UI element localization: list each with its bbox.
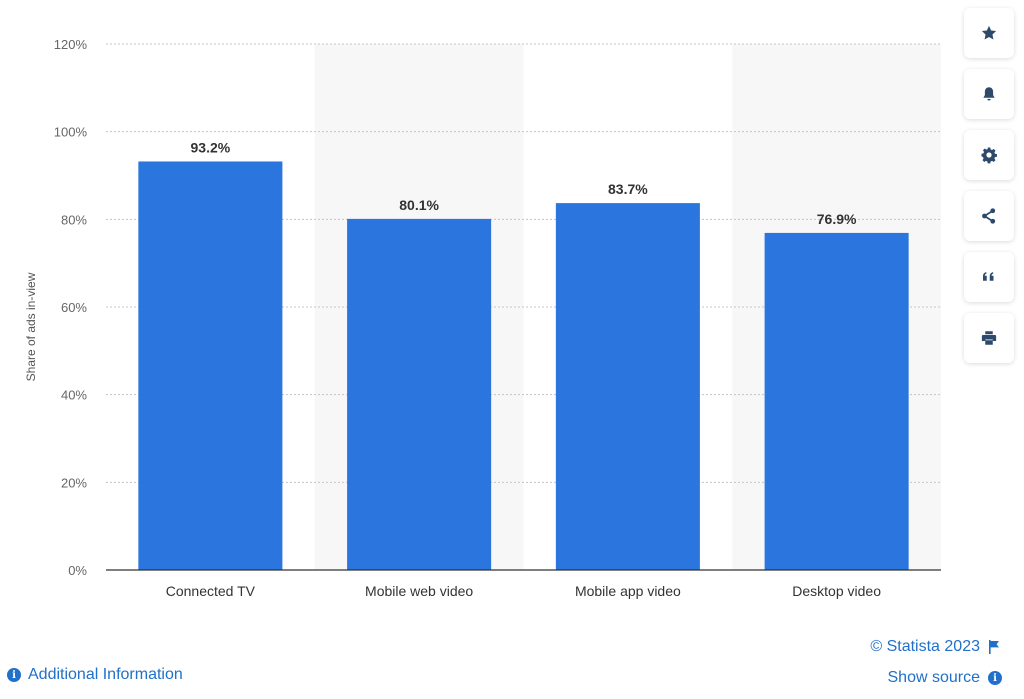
cite-button[interactable] xyxy=(964,252,1014,302)
bell-icon xyxy=(983,87,995,101)
share-button[interactable] xyxy=(964,191,1014,241)
bar[interactable] xyxy=(764,232,909,570)
y-tick-label: 0% xyxy=(68,563,87,578)
copyright-text: © Statista 2023 xyxy=(870,638,980,655)
bar[interactable] xyxy=(138,161,283,570)
gear-icon xyxy=(981,147,997,164)
bar-chart: 0% 20% 40% 60% 80% 100% 120% 93.2% 80.1% 83.7% 76… xyxy=(24,37,941,599)
data-label: 80.1% xyxy=(399,197,439,213)
additional-information-label: Additional Information xyxy=(28,666,183,683)
info-icon: i xyxy=(7,668,21,682)
share-icon xyxy=(982,208,996,224)
additional-information-link[interactable]: i Additional Information xyxy=(7,666,183,684)
bar[interactable] xyxy=(347,218,492,570)
y-tick-label: 20% xyxy=(61,475,87,490)
show-source-link[interactable]: Show source i xyxy=(887,669,1002,687)
bar[interactable] xyxy=(555,203,700,571)
y-tick-label: 80% xyxy=(61,212,87,227)
quote-icon xyxy=(983,272,994,281)
flag-icon[interactable] xyxy=(988,640,1000,654)
y-tick-label: 120% xyxy=(54,37,88,52)
data-label: 76.9% xyxy=(817,211,857,227)
x-category-label: Mobile web video xyxy=(365,583,473,599)
data-label: 83.7% xyxy=(608,181,648,197)
notification-button[interactable] xyxy=(964,69,1014,119)
y-tick-label: 60% xyxy=(61,300,87,315)
favorite-button[interactable] xyxy=(964,8,1014,58)
settings-button[interactable] xyxy=(964,130,1014,180)
y-tick-label: 40% xyxy=(61,388,87,403)
copyright: © Statista 2023 xyxy=(870,638,1000,656)
print-icon xyxy=(981,331,997,345)
x-category-label: Mobile app video xyxy=(575,583,681,599)
star-icon xyxy=(981,25,997,40)
show-source-label: Show source xyxy=(887,669,981,686)
data-label: 93.2% xyxy=(191,139,231,155)
toolbar xyxy=(964,8,1014,374)
print-button[interactable] xyxy=(964,313,1014,363)
x-category-label: Connected TV xyxy=(166,583,256,599)
x-category-label: Desktop video xyxy=(792,583,881,599)
info-icon: i xyxy=(988,671,1002,685)
y-axis-title: Share of ads in-view xyxy=(24,272,38,381)
y-tick-label: 100% xyxy=(54,125,88,140)
